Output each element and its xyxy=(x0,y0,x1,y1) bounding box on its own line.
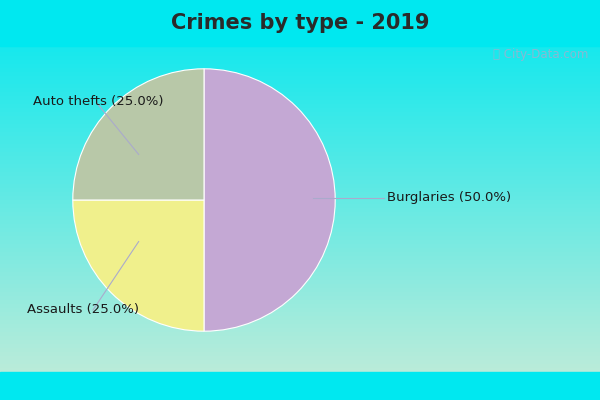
Text: Auto thefts (25.0%): Auto thefts (25.0%) xyxy=(33,96,163,108)
Text: Assaults (25.0%): Assaults (25.0%) xyxy=(27,304,139,316)
Text: Crimes by type - 2019: Crimes by type - 2019 xyxy=(171,13,429,33)
Text: ⓘ City-Data.com: ⓘ City-Data.com xyxy=(493,48,588,61)
Wedge shape xyxy=(73,69,204,200)
Wedge shape xyxy=(73,200,204,331)
Bar xyxy=(0,372,600,400)
Wedge shape xyxy=(204,69,335,331)
Text: Burglaries (50.0%): Burglaries (50.0%) xyxy=(387,192,511,204)
Bar xyxy=(0,0,600,46)
